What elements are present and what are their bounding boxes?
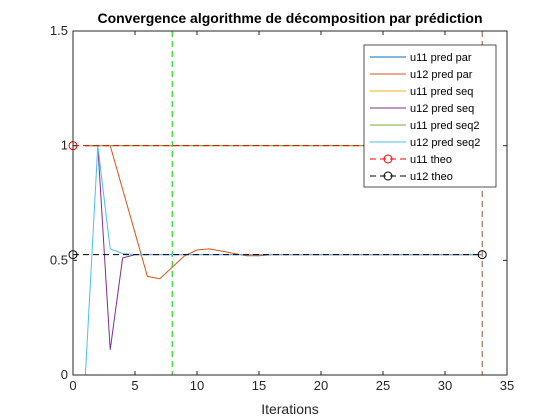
y-tick-label: 1.5 — [50, 23, 68, 38]
x-tick-label: 30 — [438, 378, 452, 393]
legend-label-u11-theo: u11 theo — [410, 154, 452, 166]
legend-box — [363, 44, 497, 188]
legend-label-u11-pred-seq2: u11 pred seq2 — [410, 120, 480, 132]
legend-label-u11-pred-par: u11 pred par — [410, 52, 472, 64]
x-tick-label: 25 — [376, 378, 390, 393]
x-axis-label: Iterations — [261, 401, 319, 417]
legend-marker-u12-theo — [383, 171, 393, 181]
legend-label-u12-theo: u12 theo — [410, 171, 453, 183]
axis-ticks: 0 5 10 15 20 25 30 35 0 0.5 1 1.5 — [50, 23, 514, 393]
legend-label-u12-pred-seq2: u12 pred seq2 — [410, 137, 480, 149]
y-tick-label: 1 — [61, 138, 68, 153]
axes-box — [72, 30, 508, 376]
y-tick-label: 0 — [61, 367, 68, 382]
legend-marker-u11-theo — [383, 154, 393, 164]
chart-title: Convergence algorithme de décomposition … — [97, 10, 482, 26]
legend-label-u12-pred-par: u12 pred par — [410, 69, 473, 81]
x-tick-label: 15 — [252, 378, 266, 393]
legend-label-u12-pred-seq: u12 pred seq — [410, 103, 474, 115]
x-tick-label: 0 — [69, 378, 76, 393]
x-tick-label: 20 — [314, 378, 328, 393]
y-tick-label: 0.5 — [50, 252, 68, 267]
x-tick-label: 35 — [500, 378, 514, 393]
legend: u11 pred par u12 pred par u11 pred seq u12 … — [363, 44, 497, 188]
legend-label-u11-pred-seq: u11 pred seq — [410, 86, 473, 98]
point-marker-u12-theo — [477, 250, 487, 260]
x-tick-label: 10 — [190, 378, 204, 393]
x-tick-label: 5 — [131, 378, 138, 393]
legend-items: u11 pred par u12 pred par u11 pred seq u12 … — [370, 52, 480, 183]
